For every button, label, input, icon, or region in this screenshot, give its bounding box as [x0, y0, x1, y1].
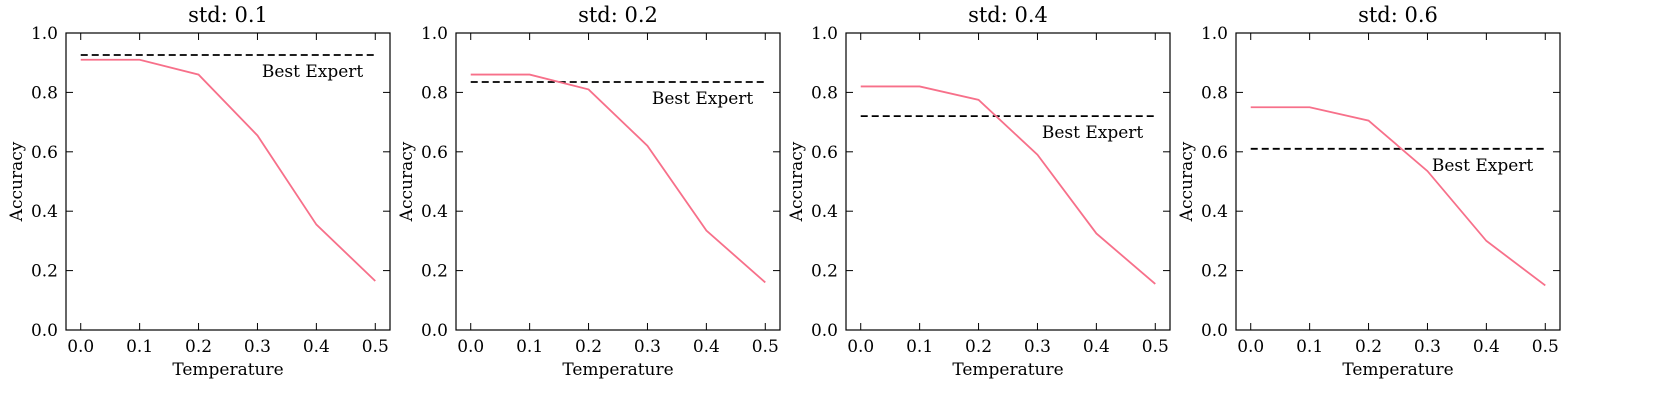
y-tick-label: 0.0 [1201, 321, 1228, 341]
data-line [1250, 106, 1546, 287]
y-tick-label: 0.8 [811, 83, 838, 103]
x-tick-label: 0.5 [362, 337, 389, 357]
y-tick-label: 1.0 [811, 24, 838, 44]
axes-frame [1235, 32, 1561, 331]
x-tick-label: 0.3 [634, 337, 661, 357]
y-tick-label: 0.8 [1201, 83, 1228, 103]
y-tick-label: 0.4 [811, 202, 838, 222]
data-line [80, 58, 376, 282]
reference-label: Best Expert [262, 62, 364, 82]
x-tick-label: 0.5 [1142, 337, 1169, 357]
y-tick-label: 0.4 [1201, 202, 1228, 222]
y-axis-label: Accuracy [787, 141, 807, 222]
data-line [470, 73, 766, 284]
x-tick-label: 0.0 [847, 337, 874, 357]
y-tick-label: 0.0 [811, 321, 838, 341]
x-tick-label: 0.3 [1414, 337, 1441, 357]
y-tick-label: 1.0 [31, 24, 58, 44]
x-tick-label: 0.0 [67, 337, 94, 357]
x-tick-label: 0.2 [965, 337, 992, 357]
x-tick-label: 0.4 [693, 337, 720, 357]
y-tick-label: 0.8 [421, 83, 448, 103]
x-tick-label: 0.5 [1532, 337, 1559, 357]
y-tick-label: 0.2 [31, 262, 58, 282]
y-tick-label: 0.6 [1201, 143, 1228, 163]
x-tick-label: 0.0 [1237, 337, 1264, 357]
x-tick-label: 0.1 [126, 337, 153, 357]
reference-label: Best Expert [652, 89, 754, 109]
y-tick-label: 0.4 [31, 202, 58, 222]
axes-frame [65, 32, 391, 331]
y-tick-label: 0.2 [421, 262, 448, 282]
y-tick-label: 0.4 [421, 202, 448, 222]
x-tick-label: 0.4 [303, 337, 330, 357]
y-tick-label: 0.6 [811, 143, 838, 163]
y-tick-label: 0.0 [421, 321, 448, 341]
chart-title: std: 0.6 [1358, 3, 1438, 27]
y-tick-label: 0.8 [31, 83, 58, 103]
y-tick-label: 1.0 [1201, 24, 1228, 44]
x-tick-label: 0.2 [185, 337, 212, 357]
chart-title: std: 0.1 [188, 3, 268, 27]
x-tick-label: 0.3 [244, 337, 271, 357]
y-axis-label: Accuracy [1177, 141, 1197, 222]
x-axis-label: Temperature [1342, 360, 1453, 380]
chart-title: std: 0.2 [578, 3, 658, 27]
x-tick-label: 0.5 [752, 337, 779, 357]
axes-frame [845, 32, 1171, 331]
x-axis-label: Temperature [172, 360, 283, 380]
x-tick-label: 0.2 [1355, 337, 1382, 357]
y-tick-label: 0.6 [421, 143, 448, 163]
y-tick-label: 0.0 [31, 321, 58, 341]
y-axis-label: Accuracy [397, 141, 417, 222]
y-tick-label: 0.6 [31, 143, 58, 163]
x-tick-label: 0.1 [1296, 337, 1323, 357]
data-line [860, 85, 1156, 285]
x-tick-label: 0.4 [1473, 337, 1500, 357]
x-tick-label: 0.4 [1083, 337, 1110, 357]
x-axis-label: Temperature [952, 360, 1063, 380]
y-tick-label: 1.0 [421, 24, 448, 44]
y-tick-label: 0.2 [811, 262, 838, 282]
y-axis-label: Accuracy [7, 141, 27, 222]
chart-title: std: 0.4 [968, 3, 1048, 27]
x-tick-label: 0.1 [906, 337, 933, 357]
x-tick-label: 0.3 [1024, 337, 1051, 357]
reference-label: Best Expert [1042, 123, 1144, 143]
x-tick-label: 0.1 [516, 337, 543, 357]
reference-label: Best Expert [1432, 156, 1534, 176]
x-axis-label: Temperature [562, 360, 673, 380]
axes-frame [455, 32, 781, 331]
y-tick-label: 0.2 [1201, 262, 1228, 282]
x-tick-label: 0.2 [575, 337, 602, 357]
x-tick-label: 0.0 [457, 337, 484, 357]
